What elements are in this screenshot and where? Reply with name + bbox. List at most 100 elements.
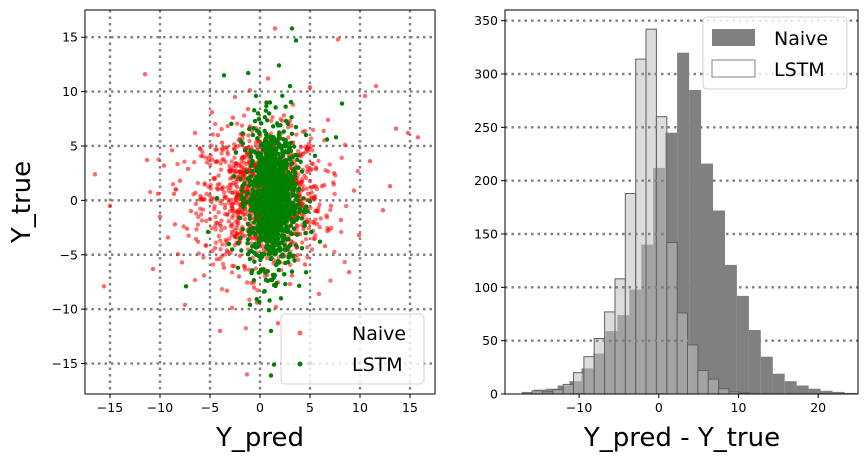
lstm-point bbox=[286, 229, 291, 234]
naive-point bbox=[309, 167, 314, 172]
naive-point bbox=[298, 144, 304, 150]
naive-point bbox=[229, 270, 235, 275]
naive-point bbox=[344, 203, 349, 209]
lstm-point bbox=[263, 270, 268, 275]
naive-point bbox=[223, 145, 228, 150]
naive-point bbox=[240, 209, 245, 214]
lstm-point bbox=[258, 257, 263, 263]
naive-point bbox=[249, 145, 254, 150]
lstm-point bbox=[247, 302, 253, 307]
naive-point bbox=[188, 209, 194, 214]
lstm-point bbox=[294, 193, 300, 198]
naive-histogram-bars bbox=[521, 52, 857, 394]
lstm-bar bbox=[552, 389, 564, 395]
naive-point bbox=[203, 243, 208, 248]
lstm-point bbox=[272, 154, 278, 160]
naive-point bbox=[305, 255, 310, 260]
lstm-point bbox=[283, 219, 288, 224]
lstm-point bbox=[261, 147, 266, 152]
lstm-point bbox=[273, 138, 278, 144]
scatter-x-ticks: −15 −10 −5 0 5 10 15 bbox=[97, 394, 418, 415]
naive-point bbox=[314, 209, 319, 214]
naive-bar bbox=[724, 264, 737, 394]
histogram-y-ticks: 0 50 100 150 200 250 300 350 bbox=[474, 13, 505, 402]
lstm-point bbox=[272, 239, 277, 244]
lstm-point bbox=[260, 218, 266, 223]
naive-point bbox=[325, 117, 331, 123]
naive-point bbox=[209, 110, 215, 115]
naive-point bbox=[217, 222, 222, 227]
lstm-point bbox=[266, 205, 271, 210]
naive-point bbox=[217, 328, 223, 334]
naive-point bbox=[232, 94, 238, 100]
naive-bar bbox=[689, 90, 702, 394]
naive-point bbox=[286, 135, 291, 140]
naive-point bbox=[317, 202, 322, 207]
lstm-point bbox=[286, 169, 291, 175]
naive-point bbox=[265, 76, 271, 81]
lstm-point bbox=[284, 207, 290, 212]
lstm-point bbox=[252, 178, 257, 183]
lstm-point bbox=[268, 328, 274, 334]
lstm-point bbox=[290, 154, 296, 160]
lstm-point bbox=[302, 223, 307, 228]
lstm-point bbox=[254, 168, 260, 174]
naive-point bbox=[227, 163, 232, 169]
naive-point bbox=[281, 113, 287, 118]
lstm-point bbox=[262, 252, 267, 257]
naive-point bbox=[319, 184, 325, 189]
lstm-bar bbox=[718, 388, 730, 395]
lstm-point bbox=[276, 141, 282, 147]
naive-point bbox=[206, 184, 211, 189]
lstm-point bbox=[288, 99, 294, 105]
naive-bar bbox=[760, 356, 773, 394]
lstm-point bbox=[263, 277, 269, 283]
lstm-point bbox=[287, 83, 293, 89]
lstm-point bbox=[278, 296, 284, 301]
naive-point bbox=[182, 159, 187, 164]
lstm-point bbox=[264, 196, 269, 201]
naive-point bbox=[232, 146, 237, 151]
naive-point bbox=[326, 169, 331, 174]
histogram-y-tick-label: 150 bbox=[474, 227, 498, 242]
naive-point bbox=[222, 196, 227, 201]
naive-point bbox=[303, 144, 308, 149]
lstm-point bbox=[295, 202, 300, 207]
naive-point bbox=[219, 218, 224, 223]
histogram-legend: Naive LSTM bbox=[702, 16, 848, 90]
naive-point bbox=[294, 132, 299, 137]
lstm-point bbox=[238, 215, 243, 221]
naive-bar bbox=[713, 210, 725, 394]
lstm-point bbox=[268, 373, 274, 378]
naive-point bbox=[223, 237, 228, 243]
lstm-point bbox=[250, 187, 255, 193]
lstm-point bbox=[275, 210, 280, 215]
naive-point bbox=[222, 205, 228, 211]
scatter-x-tick-label: −5 bbox=[201, 400, 219, 415]
naive-point bbox=[196, 214, 201, 220]
lstm-point bbox=[247, 216, 253, 221]
lstm-point bbox=[266, 234, 271, 240]
scatter-legend-lstm: LSTM bbox=[352, 354, 403, 376]
naive-point bbox=[209, 199, 214, 205]
naive-point bbox=[351, 188, 357, 193]
lstm-point bbox=[257, 221, 262, 226]
naive-point bbox=[202, 196, 207, 202]
lstm-point bbox=[292, 170, 298, 176]
lstm-point bbox=[260, 160, 265, 165]
lstm-bar bbox=[624, 193, 637, 395]
naive-point bbox=[215, 132, 221, 138]
lstm-point bbox=[256, 116, 262, 122]
naive-point bbox=[184, 226, 190, 231]
naive-point bbox=[305, 169, 310, 174]
lstm-point bbox=[250, 168, 255, 174]
naive-point bbox=[303, 149, 308, 155]
naive-point bbox=[253, 140, 258, 146]
lstm-point bbox=[242, 148, 248, 153]
lstm-point bbox=[294, 197, 300, 203]
lstm-point bbox=[245, 237, 251, 242]
lstm-point bbox=[298, 159, 303, 164]
histogram-y-tick-label: 0 bbox=[490, 387, 498, 402]
lstm-point bbox=[280, 93, 285, 99]
